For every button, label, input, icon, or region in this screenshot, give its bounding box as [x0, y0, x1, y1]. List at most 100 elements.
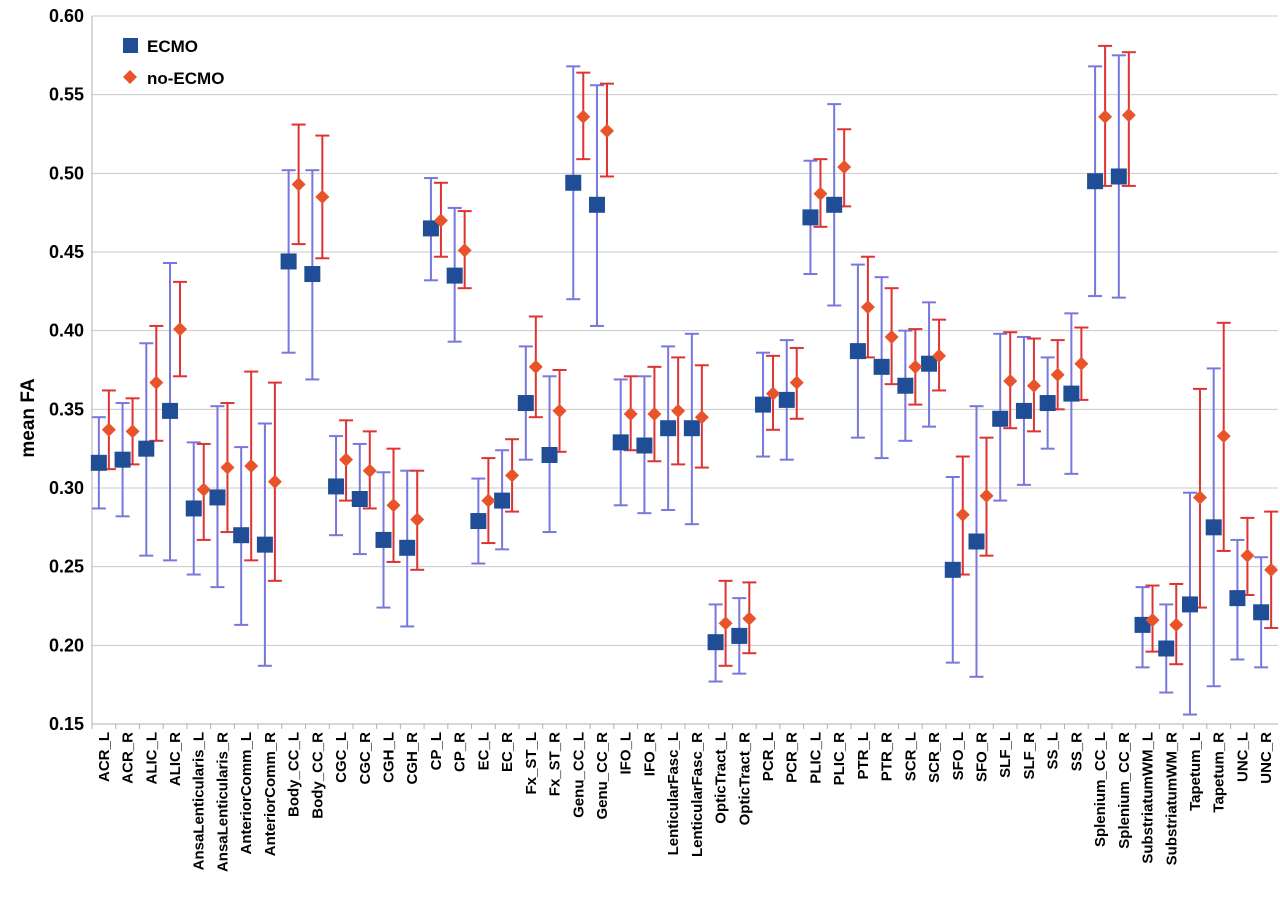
no-ecmo-point [955, 507, 970, 522]
category-label: CGC_L [333, 732, 350, 783]
category-label: LenticularFasc_L [665, 732, 682, 855]
category-label: SFO_L [950, 732, 967, 780]
no-ecmo-point [552, 403, 567, 418]
ecmo-point [660, 420, 677, 437]
no-ecmo-point [433, 213, 448, 228]
no-ecmo-point [505, 468, 520, 483]
category-label: CGH_L [381, 732, 398, 783]
ecmo-point [422, 220, 439, 237]
category-label: IFO_L [618, 732, 635, 775]
ecmo-point [944, 561, 961, 578]
category-label: Fx_ST_L [523, 732, 540, 795]
category-label: SLF_R [1021, 732, 1038, 780]
category-label: Genu_CC_R [594, 732, 611, 820]
no-ecmo-point [742, 611, 757, 626]
ecmo-point [636, 437, 653, 454]
ecmo-point [707, 634, 724, 651]
category-label: Body_CC_L [286, 732, 303, 817]
ecmo-point [351, 491, 368, 508]
category-label: CGC_R [357, 732, 374, 785]
category-label: ACR_R [120, 732, 137, 784]
category-label: UNC_R [1258, 732, 1275, 784]
no-ecmo-point [291, 177, 306, 192]
category-label: OpticTract_R [736, 732, 753, 826]
ecmo-point [826, 196, 843, 213]
no-ecmo-point [1050, 367, 1065, 382]
y-tick-label: 0.20 [49, 635, 84, 655]
ecmo-point [162, 402, 179, 419]
category-label: AnsaLenticularis_L [191, 732, 208, 870]
no-ecmo-point [1074, 356, 1089, 371]
no-ecmo-point [932, 348, 947, 363]
no-ecmo-point [220, 460, 235, 475]
category-label: AnteriorComm_L [238, 732, 255, 855]
ecmo-error-bars [91, 54, 1269, 716]
ecmo-point [446, 267, 463, 284]
ecmo-point [778, 391, 795, 408]
category-label: PLIC_R [831, 732, 848, 786]
legend-ecmo-label: ECMO [147, 37, 198, 56]
no-ecmo-point [1026, 378, 1041, 393]
ecmo-point [517, 395, 534, 412]
ecmo-point [90, 454, 107, 471]
ecmo-point [755, 396, 772, 413]
no-ecmo-point [173, 322, 188, 337]
legend-no-ecmo-label: no-ECMO [147, 69, 224, 88]
category-label: CP_R [452, 732, 469, 772]
category-label: ALIC_L [143, 732, 160, 785]
category-label: OpticTract_L [713, 732, 730, 824]
legend-ecmo-swatch [123, 38, 138, 53]
x-axis: ACR_L ACR_R ALIC_L ALIC_R AnsaLenticularis_L… [91, 723, 1278, 872]
no-ecmo-point [1192, 490, 1207, 505]
no-ecmo-point [481, 493, 496, 508]
y-axis: 0.15 0.20 0.25 0.30 0.35 0.40 0.45 0.50 0.55 0.60 [49, 6, 93, 734]
no-ecmo-point [1121, 108, 1136, 123]
category-label: CGH_R [404, 732, 421, 785]
no-ecmo-point [1003, 374, 1018, 389]
no-ecmo-point [362, 463, 377, 478]
category-label: EC_L [475, 732, 492, 770]
y-tick-label: 0.40 [49, 321, 84, 341]
category-label: ACR_L [96, 732, 113, 782]
ecmo-point [1158, 640, 1175, 657]
ecmo-point [375, 531, 392, 548]
category-label: Fx_ST_R [547, 732, 564, 796]
no-ecmo-point [1264, 562, 1279, 577]
no-ecmo-point [813, 186, 828, 201]
category-label: AnsaLenticularis_R [214, 732, 231, 872]
category-label: SCR_R [926, 732, 943, 783]
no-ecmo-point [837, 160, 852, 175]
ecmo-point [1015, 402, 1032, 419]
ecmo-point [209, 489, 226, 506]
y-tick-label: 0.60 [49, 6, 84, 26]
ecmo-point [233, 527, 250, 544]
no-ecmo-point [718, 616, 733, 631]
no-ecmo-point [908, 359, 923, 374]
category-label: EC_R [499, 732, 516, 772]
no-ecmo-point [860, 300, 875, 315]
y-tick-label: 0.35 [49, 399, 84, 419]
ecmo-point [185, 500, 202, 517]
y-tick-label: 0.25 [49, 557, 84, 577]
ecmo-point [731, 627, 748, 644]
ecmo-point [1181, 596, 1198, 613]
no-ecmo-point [101, 422, 116, 437]
gridlines [92, 15, 1278, 725]
category-label: Tapetum_L [1187, 732, 1204, 811]
category-label: SS_R [1068, 732, 1085, 771]
legend-no-ecmo-swatch [123, 70, 137, 84]
ecmo-point [1087, 173, 1104, 190]
category-label: Body_CC_R [309, 732, 326, 819]
no-ecmo-point [339, 452, 354, 467]
category-label: SS_L [1045, 732, 1062, 770]
category-label: PTR_R [879, 732, 896, 781]
y-tick-label: 0.55 [49, 85, 84, 105]
category-label: SFO_R [974, 732, 991, 782]
ecmo-point [1063, 385, 1080, 402]
category-label: Genu_CC_L [570, 732, 587, 818]
ecmo-point [565, 174, 582, 191]
no-ecmo-point [267, 474, 282, 489]
ecmo-point [992, 410, 1009, 427]
no-ecmo-point [125, 424, 140, 439]
no-ecmo-point [979, 488, 994, 503]
